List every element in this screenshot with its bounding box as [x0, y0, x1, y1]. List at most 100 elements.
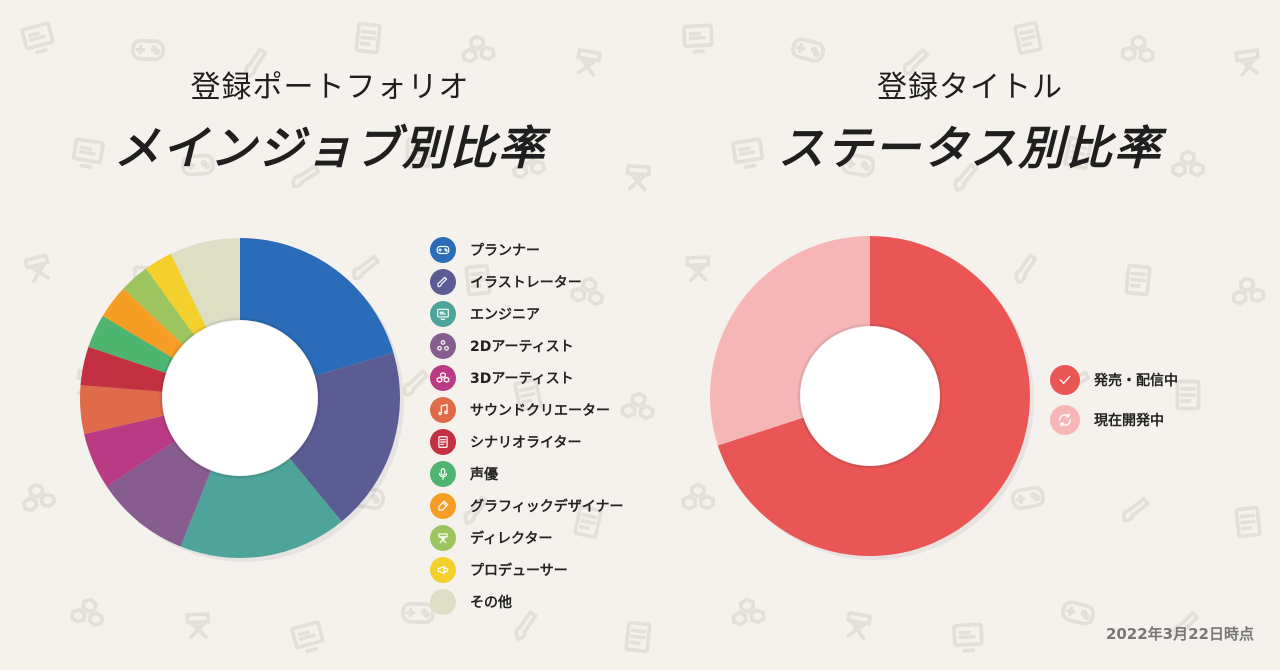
- pattern-cubes-icon: [21, 482, 57, 513]
- pattern-brush-icon: [352, 254, 380, 281]
- main-job-legend-item: シナリオライター: [430, 426, 623, 458]
- pattern-brush-icon: [1172, 611, 1200, 639]
- main-job-slice-6: [80, 385, 165, 435]
- status-legend-item: 発売・配信中: [1050, 360, 1178, 400]
- main-job-legend-label: プランナー: [470, 243, 540, 259]
- main-job-legend-item: ディレクター: [430, 522, 623, 554]
- cubes-icon: [430, 365, 456, 391]
- pattern-document-icon: [464, 263, 492, 297]
- main-job-legend-label: グラフィックデザイナー: [470, 499, 624, 515]
- main-job-center-edge: [159, 317, 321, 479]
- pattern-document-icon: [405, 137, 431, 169]
- main-job-legend-item: その他: [430, 586, 623, 618]
- left-subtitle: 登録ポートフォリオ: [190, 70, 470, 105]
- status-legend-label: 発売・配信中: [1094, 373, 1178, 389]
- pattern-document-icon: [354, 21, 382, 55]
- main-job-panel: 登録ポートフォリオ メインジョブ別比率 プランナー イラストレーター エンジニア 2D…: [80, 70, 623, 618]
- microphone-icon: [430, 461, 456, 487]
- document-icon: [430, 429, 456, 455]
- pattern-brush-icon: [1014, 253, 1038, 284]
- pattern-document-icon: [573, 505, 603, 539]
- status-center-edge: [797, 323, 943, 469]
- pattern-cubes-icon: [69, 597, 105, 627]
- pattern-director-chair-icon: [576, 47, 603, 77]
- pattern-cubes-icon: [1120, 34, 1155, 64]
- pattern-director-chair-icon: [625, 163, 652, 192]
- pattern-document-icon: [1124, 263, 1152, 297]
- main-job-legend-label: 2Dアーティスト: [470, 339, 574, 355]
- pattern-document-icon: [1063, 136, 1093, 170]
- pattern-brush-icon: [402, 369, 430, 397]
- right-title: ステータス別比率: [778, 121, 1162, 175]
- main-job-legend-item: 声優: [430, 458, 623, 490]
- main-job-legend-label: プロデューサー: [470, 563, 568, 579]
- director-chair-icon: [430, 525, 456, 551]
- pattern-cubes-icon: [1231, 276, 1266, 306]
- megaphone-icon: [430, 557, 456, 583]
- brush-icon: [430, 269, 456, 295]
- pattern-monitor-icon: [71, 137, 105, 169]
- main-job-legend-item: プロデューサー: [430, 554, 623, 586]
- main-job-center-hole: [162, 320, 318, 476]
- main-job-legend-item: エンジニア: [430, 298, 623, 330]
- main-job-slice-2: [289, 352, 400, 522]
- main-job-slice-5: [84, 415, 176, 487]
- pattern-cubes-icon: [731, 597, 766, 627]
- pattern-gamepad-icon: [1010, 485, 1046, 511]
- main-job-legend-label: ディレクター: [470, 531, 553, 547]
- date-note: 2022年3月22日時点: [1105, 625, 1254, 643]
- pattern-gamepad-icon: [840, 153, 876, 177]
- main-job-legend-label: サウンドクリエーター: [470, 403, 610, 419]
- pattern-gamepad-icon: [790, 37, 826, 63]
- status-slice-1: [717, 236, 1030, 556]
- monitor-icon: [430, 301, 456, 327]
- main-job-slice-8: [88, 315, 174, 374]
- main-job-slice-1: [240, 238, 394, 376]
- status-slice-2: [710, 236, 870, 446]
- pattern-cubes-icon: [681, 482, 716, 511]
- main-job-donut-chart: [80, 238, 404, 562]
- main-job-legend-item: グラフィックデザイナー: [430, 490, 623, 522]
- main-job-legend-item: 3Dアーティスト: [430, 362, 623, 394]
- main-job-slice-4: [106, 441, 212, 547]
- main-job-slice-7: [80, 346, 167, 392]
- pattern-cubes-icon: [620, 391, 655, 421]
- pattern-gamepad-icon: [181, 153, 215, 177]
- pattern-monitor-icon: [20, 21, 55, 55]
- pattern-cubes-icon: [1171, 149, 1206, 178]
- main-job-slice-9: [102, 288, 184, 358]
- pattern-director-chair-icon: [685, 255, 711, 283]
- pen-icon: [430, 493, 456, 519]
- music-note-icon: [430, 397, 456, 423]
- pattern-cubes-icon: [569, 276, 605, 306]
- pattern-brush-icon: [244, 47, 268, 78]
- pattern-brush-icon: [902, 48, 930, 76]
- main-job-legend-item: サウンドクリエーター: [430, 394, 623, 426]
- pattern-director-chair-icon: [185, 612, 211, 640]
- main-job-legend-item: プランナー: [430, 234, 623, 266]
- pattern-document-icon: [1175, 379, 1201, 411]
- gamepad-icon: [430, 237, 456, 263]
- pattern-document-icon: [1234, 505, 1262, 539]
- pattern-brush-icon: [291, 164, 321, 189]
- status-panel: 登録タイトル ステータス別比率 発売・配信中 現在開発中: [660, 0, 1280, 670]
- pattern-document-icon: [1013, 21, 1043, 55]
- pattern-director-chair-icon: [1234, 48, 1260, 77]
- check-icon: [1050, 365, 1080, 395]
- pattern-document-icon: [513, 378, 543, 412]
- status-legend-label: 現在開発中: [1094, 413, 1164, 429]
- pattern-brush-icon: [953, 162, 979, 192]
- pattern-gamepad-icon: [401, 601, 435, 625]
- main-job-slice-3: [180, 458, 342, 558]
- pattern-director-chair-icon: [846, 610, 873, 640]
- pattern-cubes-icon: [461, 34, 496, 64]
- pattern-document-icon: [624, 620, 652, 654]
- pattern-gamepad-icon: [131, 38, 165, 62]
- pattern-director-chair-icon: [23, 253, 51, 284]
- main-job-slice-11: [145, 253, 207, 335]
- pattern-monitor-icon: [731, 137, 765, 169]
- right-subtitle: 登録タイトル: [877, 70, 1063, 105]
- pattern-monitor-icon: [290, 620, 325, 654]
- pattern-brush-icon: [463, 495, 489, 525]
- main-job-legend-label: シナリオライター: [470, 435, 582, 451]
